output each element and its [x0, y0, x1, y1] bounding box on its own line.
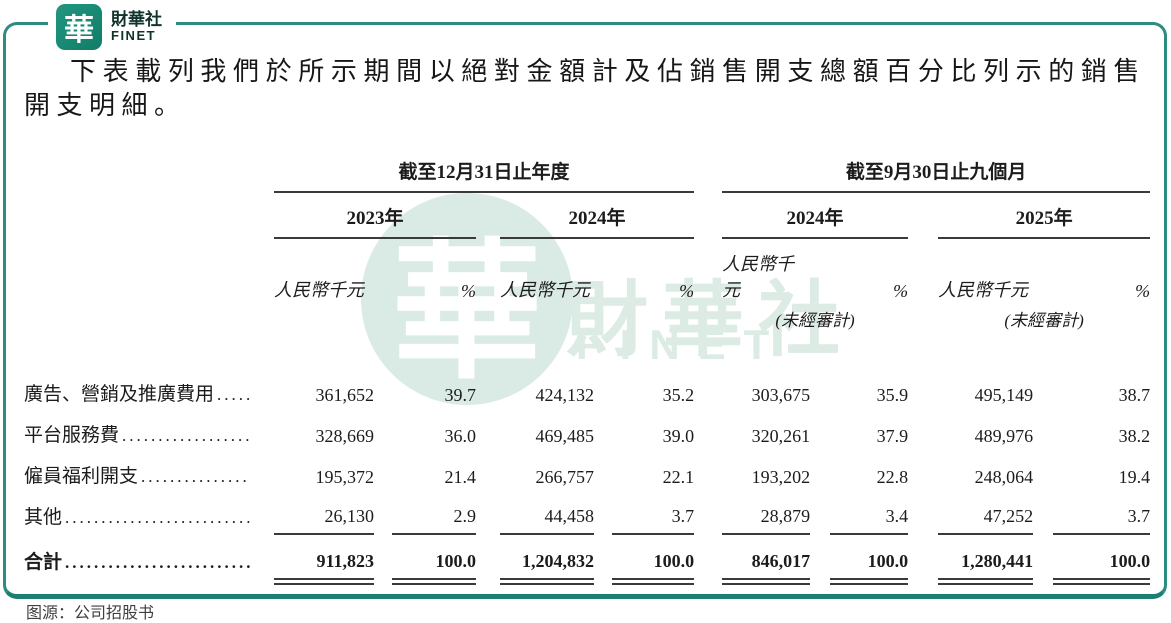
unit-label: 人民幣千元 [500, 280, 590, 300]
cell-value: 320,261 [751, 426, 811, 446]
cell-value: 361,652 [315, 385, 375, 405]
row-label: 廣告、營銷及推廣費用 [24, 384, 215, 405]
total-value: 100.0 [612, 535, 695, 580]
content-frame: 華 財華社 FINET 華 財華社 FINET 下表載列我們於所示期間以絕對金額… [3, 1, 1167, 622]
cell-value: 35.2 [662, 385, 695, 405]
cell-value: 3.7 [612, 494, 695, 535]
pct-label: % [1135, 281, 1151, 301]
cell-value: 22.8 [876, 467, 909, 487]
cell-value: 39.7 [444, 385, 477, 405]
cell-value: 44,458 [500, 494, 594, 535]
cell-value: 328,669 [315, 426, 375, 446]
brand-name-en: FINET [111, 28, 157, 44]
pct-label: % [679, 281, 695, 301]
row-label: 僱員福利開支 [24, 466, 139, 487]
source-note: 图源：公司招股书 [26, 605, 155, 622]
year-header-2024: 2024年 [500, 193, 695, 239]
year-header-row: 2023年 2024年 2024年 2025年 [22, 193, 1151, 239]
cell-value: 3.4 [830, 494, 909, 535]
total-value: 100.0 [392, 535, 476, 580]
cell-value: 424,132 [535, 385, 595, 405]
table-row: 廣告、營銷及推廣費用 .............................… [22, 371, 1150, 412]
year-header-2025-9m: 2025年 [938, 193, 1151, 239]
row-label: 其他 [24, 507, 63, 528]
finet-logo-icon: 華 [56, 4, 102, 50]
dot-leader: ........................................… [65, 508, 250, 527]
unaudited-row: (未經審計) (未經審計) [22, 302, 1150, 371]
cell-value: 3.7 [1053, 494, 1151, 535]
total-value: 1,204,832 [500, 535, 594, 580]
intro-paragraph: 下表載列我們於所示期間以絕對金額計及佔銷售開支總額百分比列示的銷售開支明細。 [24, 57, 1146, 120]
group-header-9m: 截至9月30日止九個月 [722, 157, 1151, 193]
unit-label: 人民幣千元 [938, 280, 1029, 300]
pct-label: % [461, 281, 476, 301]
dot-leader: ........................................… [122, 426, 250, 445]
brand-header: 華 財華社 FINET [48, 1, 176, 53]
group-header-row: 截至12月31日止年度 截至9月30日止九個月 [22, 157, 1151, 193]
cell-value: 22.1 [662, 467, 695, 487]
total-value: 100.0 [830, 535, 909, 580]
cell-value: 19.4 [1118, 467, 1151, 487]
cell-value: 303,675 [751, 385, 811, 405]
cell-value: 38.7 [1118, 385, 1151, 405]
cell-value: 26,130 [274, 494, 374, 535]
total-value: 1,280,441 [938, 535, 1034, 580]
cell-value: 469,485 [535, 426, 595, 446]
cell-value: 47,252 [938, 494, 1034, 535]
table-row: 平台服務費 ..................................… [22, 412, 1150, 453]
cell-value: 35.9 [876, 385, 909, 405]
row-label: 平台服務費 [24, 425, 120, 446]
total-row: 合計 .....................................… [22, 535, 1151, 580]
cell-value: 266,757 [535, 467, 595, 487]
year-header-2023: 2023年 [274, 193, 476, 239]
dot-leader: ........................................… [141, 467, 250, 486]
cell-value: 2.9 [392, 494, 476, 535]
unaudited-label: (未經審計) [1004, 311, 1084, 330]
double-rule-row [22, 580, 1151, 585]
cell-value: 248,064 [974, 467, 1034, 487]
cell-value: 36.0 [444, 426, 477, 446]
cell-value: 37.9 [876, 426, 909, 446]
total-value: 846,017 [722, 535, 811, 580]
year-header-2024-9m: 2024年 [722, 193, 909, 239]
cell-value: 21.4 [444, 467, 477, 487]
expense-table: 截至12月31日止年度 截至9月30日止九個月 2023年 2024年 2024… [22, 157, 1151, 585]
group-header-fy: 截至12月31日止年度 [274, 157, 695, 193]
dot-leader: ........................................… [65, 553, 250, 572]
total-value: 100.0 [1053, 535, 1151, 580]
cell-value: 193,202 [751, 467, 811, 487]
cell-value: 489,976 [974, 426, 1034, 446]
cell-value: 39.0 [662, 426, 695, 446]
cell-value: 195,372 [315, 467, 375, 487]
cell-value: 28,879 [722, 494, 811, 535]
total-label: 合計 [24, 552, 63, 573]
unit-header-row: 人民幣千元 % 人民幣千元 % 人民幣千元 % 人民幣千元 % [22, 239, 1150, 302]
cell-value: 495,149 [974, 385, 1034, 405]
pct-label: % [893, 281, 909, 301]
dot-leader: ........................................… [217, 385, 250, 404]
unaudited-label: (未經審計) [775, 311, 855, 330]
brand-name-cn: 財華社 [111, 10, 162, 30]
table-row: 其他 .....................................… [22, 494, 1151, 535]
cell-value: 38.2 [1118, 426, 1151, 446]
table-row: 僱員福利開支 .................................… [22, 453, 1150, 494]
total-value: 911,823 [274, 535, 374, 580]
brand-text: 財華社 FINET [111, 11, 162, 42]
unit-label: 人民幣千元 [274, 280, 364, 300]
unit-label: 人民幣千元 [722, 254, 795, 300]
